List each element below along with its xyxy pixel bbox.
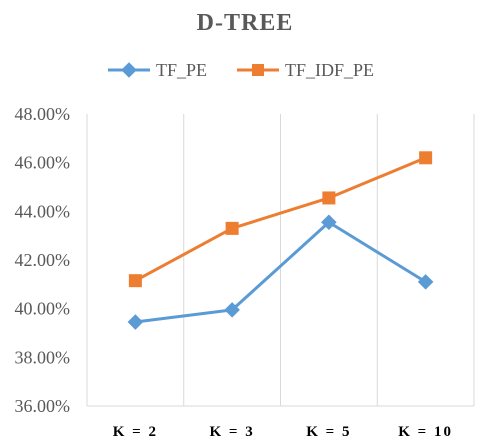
data-point-tf-idf-pe (225, 221, 239, 235)
axes (86, 114, 474, 407)
y-tick-label: 46.00% (15, 153, 71, 173)
y-tick-label: 44.00% (15, 201, 71, 221)
data-point-tf-pe (224, 302, 240, 318)
y-tick-label: 48.00% (15, 104, 71, 124)
series-line-tf-pe (135, 220, 427, 324)
y-tick-label: 38.00% (15, 347, 71, 367)
data-point-tf-pe (417, 274, 434, 290)
x-tick-label: K = 2 (113, 424, 158, 440)
chart-title: D-TREE (197, 10, 294, 36)
data-point-tf-pe (127, 314, 144, 330)
legend-label-tf-pe: TF_PE (156, 60, 207, 80)
y-tick-label: 36.00% (15, 396, 71, 416)
y-tick-label: 40.00% (15, 299, 71, 319)
legend-marker-tf-idf-pe (252, 64, 264, 76)
data-point-tf-idf-pe (322, 191, 336, 205)
x-tick-label: K = 5 (306, 424, 351, 440)
legend-item-tf-idf-pe: TF_IDF_PE (237, 60, 374, 80)
x-tick-label: K = 10 (398, 424, 453, 440)
legend: TF_PE TF_IDF_PE (108, 60, 374, 80)
y-axis-ticks: 36.00% 38.00% 40.00% 42.00% 44.00% 46.00% 48.0… (15, 104, 71, 416)
legend-item-tf-pe: TF_PE (108, 60, 207, 80)
data-point-tf-idf-pe (128, 274, 142, 288)
y-tick-label: 42.00% (15, 250, 71, 270)
legend-label-tf-idf-pe: TF_IDF_PE (285, 60, 374, 80)
gridlines (183, 114, 475, 406)
data-point-tf-pe (321, 214, 337, 231)
series (127, 151, 434, 330)
x-axis-ticks: K = 2 K = 3 K = 5 K = 10 (113, 424, 453, 440)
data-point-tf-idf-pe (419, 151, 433, 165)
series-line-tf-idf-pe (134, 156, 427, 283)
legend-marker-tf-pe (121, 62, 137, 78)
x-tick-label: K = 3 (210, 424, 255, 440)
